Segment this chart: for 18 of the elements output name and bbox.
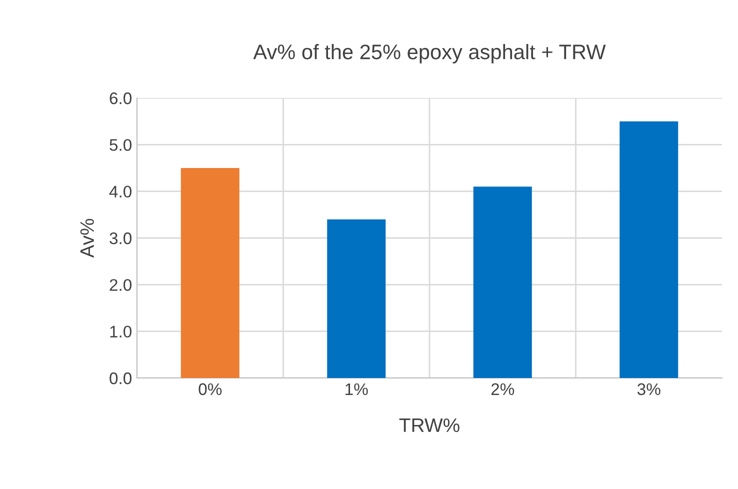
y-tick-label: 1.0 bbox=[110, 326, 132, 338]
chart-title: Av% of the 25% epoxy asphalt + TRW bbox=[253, 44, 606, 64]
x-tick-label: 2% bbox=[491, 383, 514, 396]
x-axis-title: TRW% bbox=[399, 418, 460, 432]
bar bbox=[180, 168, 240, 378]
bar bbox=[473, 186, 532, 378]
y-tick-label: 4.0 bbox=[109, 186, 132, 198]
y-tick-label: 5.0 bbox=[110, 139, 132, 151]
y-axis-title: Av% bbox=[80, 218, 94, 258]
x-tick-label: 0% bbox=[198, 383, 222, 396]
x-tick-label: 3% bbox=[637, 383, 660, 396]
bar bbox=[620, 121, 678, 378]
y-tick-label: 6.0 bbox=[110, 92, 132, 104]
bar bbox=[327, 219, 386, 378]
y-tick-label: 2.0 bbox=[110, 279, 132, 291]
y-tick-label: 3.0 bbox=[110, 232, 132, 244]
x-tick-label: 1% bbox=[346, 383, 368, 396]
y-tick-label: 0.0 bbox=[110, 372, 132, 384]
